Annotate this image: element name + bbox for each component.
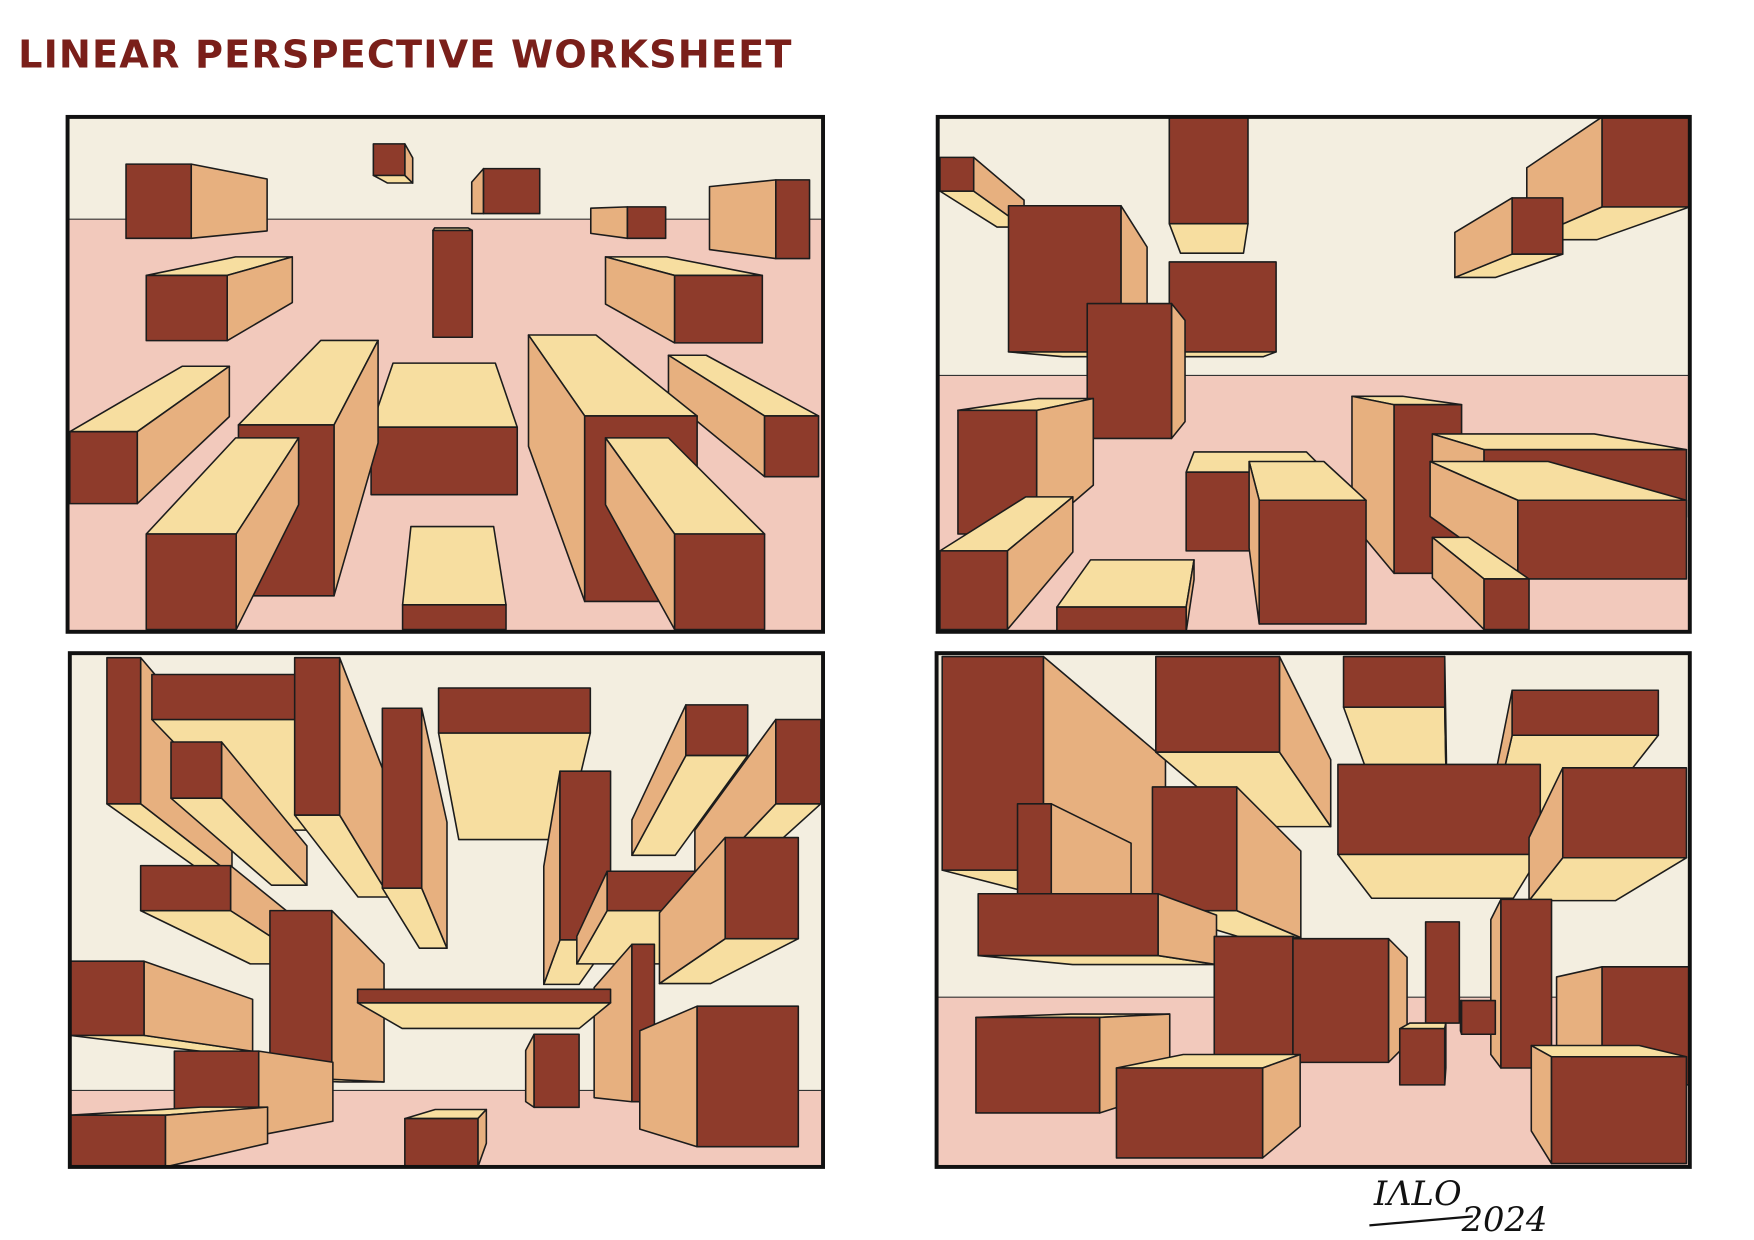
box-front: [69, 1114, 167, 1167]
box-front: [977, 892, 1159, 957]
signature-name: IΛLO: [1373, 1174, 1462, 1213]
box-front: [626, 206, 667, 240]
box-front: [356, 988, 612, 1004]
box-front: [939, 156, 975, 192]
panel-frame: [67, 651, 826, 1169]
box-front: [1155, 655, 1281, 753]
box-front: [404, 1117, 479, 1167]
box-front: [125, 163, 193, 240]
box-top: [370, 362, 519, 428]
box-front: [1483, 578, 1530, 631]
box-front: [1424, 921, 1461, 1024]
box-front: [1056, 606, 1187, 632]
box-side: [257, 1050, 334, 1137]
box-side: [639, 1005, 698, 1148]
box-front: [775, 179, 811, 260]
box-front: [432, 229, 474, 339]
box-side: [1170, 302, 1186, 440]
panels: [65, 114, 1692, 1169]
box-side: [708, 179, 777, 260]
box-front: [145, 533, 237, 631]
box-front: [724, 836, 800, 940]
box-front: [1342, 655, 1446, 708]
box-front: [1086, 302, 1173, 440]
box-front: [381, 707, 423, 889]
box-front: [1460, 999, 1497, 1036]
box-front: [1151, 786, 1238, 912]
box-front: [106, 656, 142, 805]
box-front: [1115, 1067, 1264, 1159]
box-front: [673, 533, 766, 631]
box-front: [1517, 499, 1688, 580]
box-front: [1258, 499, 1367, 625]
box-front: [975, 1016, 1101, 1114]
box-front: [673, 274, 764, 344]
box-top: [401, 525, 507, 606]
box-front: [401, 604, 507, 631]
panel: [69, 653, 824, 1167]
box-front: [1511, 197, 1564, 255]
box-front: [1016, 803, 1053, 895]
box-front: [775, 718, 822, 805]
box-front: [151, 673, 299, 721]
box-front: [939, 550, 1009, 631]
signature-underline: [1369, 1215, 1473, 1227]
box-front: [69, 430, 139, 505]
box-front: [685, 704, 749, 757]
box-front: [482, 167, 541, 215]
panel: [937, 116, 1690, 632]
box-bottom: [1168, 222, 1249, 254]
box-front: [1561, 767, 1688, 859]
panel-frame: [65, 114, 826, 634]
signature-year: 2024: [1461, 1200, 1548, 1239]
panel: [67, 116, 824, 632]
title: LINEAR PERSPECTIVE WORKSHEET: [18, 33, 792, 77]
box-front: [763, 415, 820, 478]
box-front: [145, 274, 228, 342]
box-front: [1511, 689, 1660, 737]
panel: [936, 653, 1690, 1167]
box-front: [372, 143, 406, 177]
box-front: [1213, 935, 1294, 1067]
box-front: [1550, 1055, 1688, 1165]
box-front: [370, 426, 519, 496]
box-front: [437, 687, 592, 734]
box-front: [69, 960, 145, 1037]
box-front: [1337, 763, 1542, 856]
box-front: [533, 1033, 580, 1109]
box-front: [139, 864, 232, 912]
box-front: [170, 741, 223, 799]
box-front: [1601, 116, 1690, 208]
box-front: [293, 656, 341, 816]
box-side: [1490, 898, 1502, 1069]
box-bottom: [356, 1002, 612, 1030]
box-front: [1292, 937, 1390, 1064]
box-bottom: [1337, 853, 1542, 900]
box-front: [1168, 116, 1249, 225]
box-side: [589, 206, 629, 240]
panel-frame: [935, 114, 1692, 634]
box-front: [696, 1005, 800, 1148]
panel-frame: [934, 651, 1692, 1169]
box-front: [1398, 1027, 1446, 1086]
box-front: [1500, 898, 1553, 1069]
